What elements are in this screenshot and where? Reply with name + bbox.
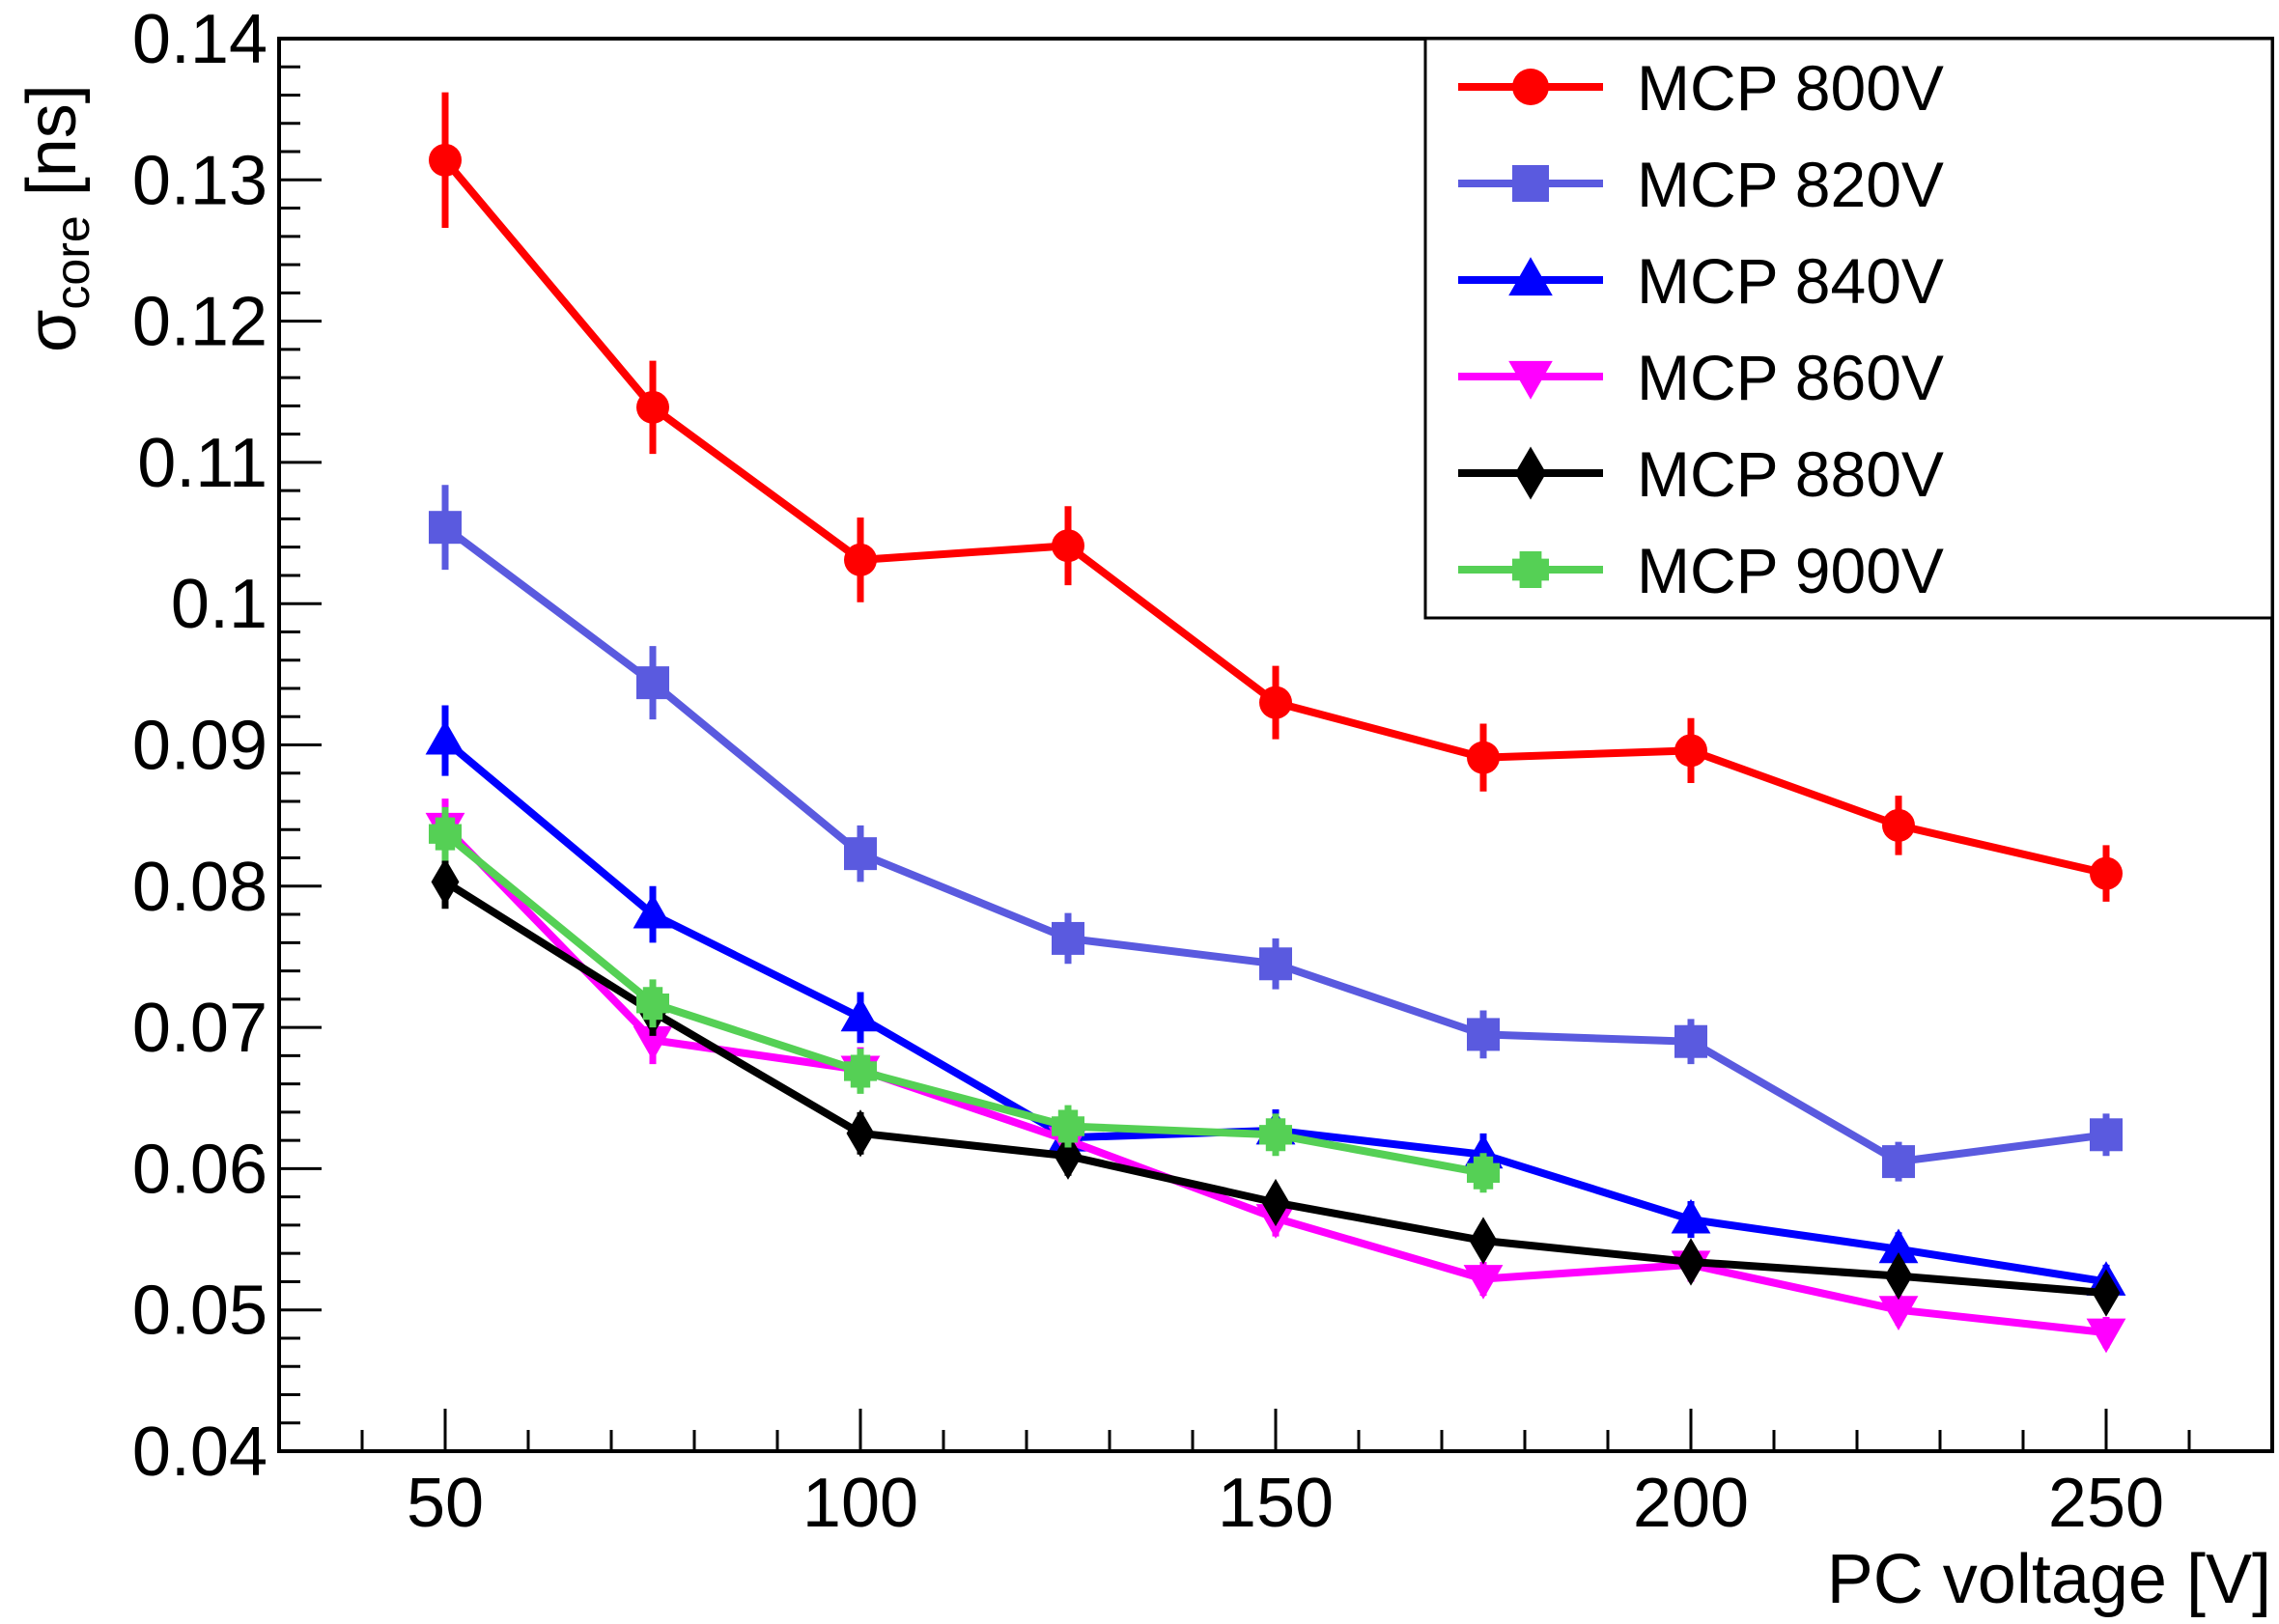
data-point [636, 987, 669, 1021]
data-point [1052, 921, 1084, 955]
data-point [633, 893, 673, 929]
data-point [1878, 1228, 1919, 1264]
legend: MCP 800V MCP 820V MCP 840V MCP 860V MCP 880V… [1423, 37, 2274, 620]
data-point [1052, 1109, 1085, 1143]
legend-entry-mcp-800v: MCP 800V [1458, 52, 1944, 124]
legend-label: MCP 860V [1637, 342, 1944, 413]
data-point [1259, 686, 1292, 719]
y-tick-label: 0.1 [171, 566, 267, 643]
data-point [1676, 1238, 1705, 1286]
data-point [429, 817, 462, 851]
legend-marker [1508, 257, 1553, 296]
x-tick-label: 50 [407, 1465, 484, 1542]
legend-marker [1514, 446, 1547, 500]
data-point [2086, 1318, 2126, 1354]
data-point [1878, 1296, 1919, 1330]
data-point [425, 719, 465, 755]
plot-series [425, 92, 2126, 1354]
legend-entry-mcp-840v: MCP 840V [1458, 245, 1944, 317]
series-mcp-900v [429, 806, 1501, 1193]
data-point [636, 390, 669, 424]
legend-marker [1512, 165, 1549, 202]
data-point [1467, 741, 1500, 774]
series-mcp-800v [429, 92, 2123, 902]
data-point [2090, 856, 2123, 890]
data-point [1469, 1217, 1498, 1265]
y-axis-title-subscript: core [45, 215, 99, 309]
x-axis-title: PC voltage [V] [1827, 1541, 2271, 1618]
data-point [846, 1109, 875, 1158]
y-tick-label: 0.06 [132, 1131, 267, 1208]
legend-marker [1512, 69, 1549, 105]
data-point [1882, 808, 1915, 842]
data-point [844, 543, 877, 576]
series-mcp-880v [431, 854, 2121, 1317]
y-tick-label: 0.08 [132, 849, 267, 926]
data-point [1054, 1132, 1083, 1180]
x-tick-label: 250 [2048, 1465, 2164, 1542]
data-point [1261, 1178, 1290, 1227]
y-tick-label: 0.04 [132, 1414, 267, 1491]
legend-entry-mcp-820v: MCP 820V [1458, 149, 1944, 220]
legend-label: MCP 880V [1637, 438, 1944, 510]
data-point [1674, 734, 1707, 768]
data-point [1882, 1145, 1915, 1179]
data-point [844, 1054, 877, 1088]
y-tick-label: 0.14 [132, 1, 267, 78]
y-tick-label: 0.13 [132, 142, 267, 219]
data-point [2092, 1269, 2121, 1317]
data-point [636, 666, 669, 700]
data-point [1259, 1118, 1293, 1152]
data-point [1259, 947, 1292, 981]
data-point [1467, 1156, 1501, 1190]
legend-entry-mcp-860v: MCP 860V [1458, 342, 1944, 413]
data-point [429, 511, 462, 545]
legend-marker [1512, 551, 1549, 588]
data-point [840, 996, 881, 1032]
data-point [1467, 1018, 1500, 1051]
y-tick-label: 0.12 [132, 284, 267, 361]
legend-label: MCP 840V [1637, 245, 1944, 317]
data-point [1884, 1251, 1913, 1301]
y-axis-title: σcore [ns] [14, 84, 99, 352]
y-axis-title-unit: [ns] [14, 84, 91, 215]
legend-box [1423, 37, 2274, 620]
data-point [2090, 1118, 2123, 1152]
axes-ticks [279, 37, 2191, 1453]
data-point [1671, 1198, 1711, 1234]
data-point [1463, 1265, 1504, 1300]
data-point [844, 837, 877, 871]
data-point [429, 143, 462, 177]
x-tick-label: 200 [1633, 1465, 1749, 1542]
data-point [431, 857, 460, 907]
x-tick-label: 100 [802, 1465, 918, 1542]
legend-entry-mcp-900v: MCP 900V [1458, 535, 1944, 606]
x-tick-label: 150 [1218, 1465, 1334, 1542]
y-tick-label: 0.05 [132, 1273, 267, 1350]
y-tick-label: 0.07 [132, 990, 267, 1067]
plot-frame [277, 37, 2274, 1453]
legend-label: MCP 900V [1637, 535, 1944, 606]
data-point [1674, 1024, 1707, 1058]
legend-entry-mcp-880v: MCP 880V [1458, 438, 1944, 510]
data-point [633, 1025, 673, 1061]
y-tick-label: 0.09 [132, 708, 267, 785]
series-mcp-820v [429, 485, 2123, 1182]
legend-marker [1508, 360, 1553, 400]
legend-label: MCP 800V [1637, 52, 1944, 124]
y-tick-label: 0.11 [137, 425, 267, 502]
data-point [1052, 529, 1084, 563]
legend-label: MCP 820V [1637, 149, 1944, 220]
y-axis-title-symbol: σ [14, 310, 91, 352]
tick-labels: 50 100 150 200 250 0.04 0.05 0.06 0.07 0.08 0.09 0.… [132, 1, 2164, 1542]
series-line [442, 830, 1484, 1177]
